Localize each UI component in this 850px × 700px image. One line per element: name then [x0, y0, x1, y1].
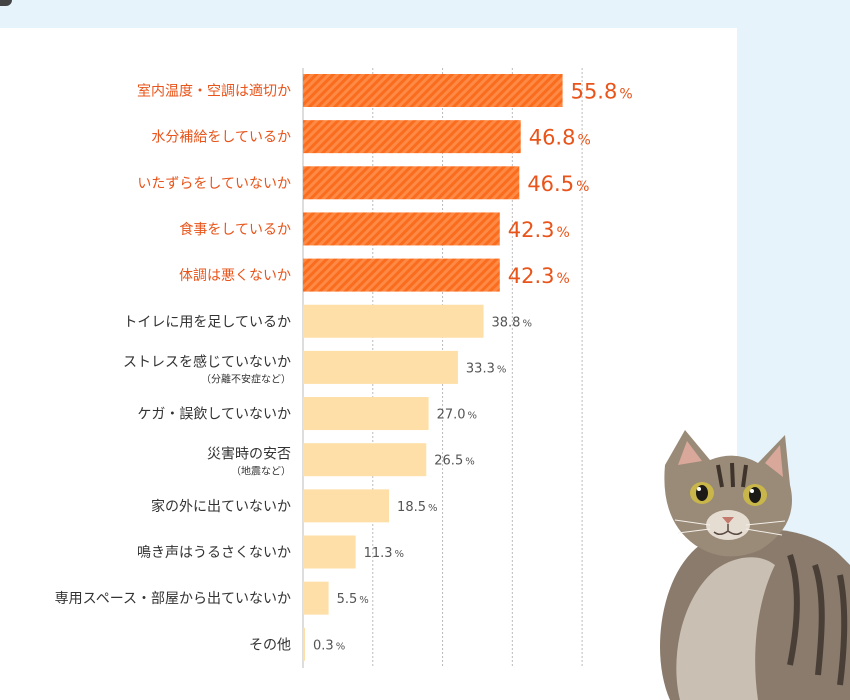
- bar: [303, 397, 429, 431]
- bar: [303, 535, 356, 569]
- chart-card: 室内温度・空調は適切か水分補給をしているかいたずらをしていないか食事をしているか…: [0, 28, 737, 700]
- category-label: いたずらをしていないか: [137, 176, 291, 192]
- value-label: 18.5%: [397, 500, 437, 515]
- value-label: 46.8%: [529, 126, 591, 150]
- category-label: 食事をしているか: [179, 221, 291, 238]
- value-label: 38.8%: [491, 315, 531, 330]
- category-label: ストレスを感じていないか: [123, 353, 291, 370]
- category-label: 水分補給をしているか: [151, 130, 291, 146]
- value-label: 42.3%: [508, 264, 570, 288]
- category-label: 家の外に出ていないか: [151, 498, 291, 515]
- value-label: 55.8%: [571, 80, 633, 104]
- value-label: 26.5%: [434, 454, 474, 469]
- value-label: 27.0%: [437, 408, 477, 423]
- category-label: 体調は悪くないか: [179, 268, 291, 284]
- bar: [303, 627, 305, 661]
- corner-decoration: [0, 0, 12, 6]
- category-label: トイレに用を足しているか: [123, 314, 291, 330]
- category-labels: 室内温度・空調は適切か水分補給をしているかいたずらをしていないか食事をしているか…: [55, 83, 291, 654]
- category-label: 専用スペース・部屋から出ていないか: [55, 591, 291, 607]
- category-label: その他: [249, 637, 291, 653]
- value-label: 5.5%: [337, 592, 369, 607]
- value-label: 42.3%: [508, 218, 570, 242]
- bar: [303, 581, 329, 615]
- category-sublabel: （分離不安症など）: [201, 372, 291, 385]
- bar: [303, 74, 563, 107]
- bars: [303, 74, 563, 661]
- bar: [303, 489, 390, 523]
- bar: [303, 350, 458, 384]
- category-label: 災害時の安否: [207, 447, 291, 463]
- cat-illustration: [660, 430, 850, 700]
- value-label: 0.3%: [313, 638, 345, 653]
- bar: [303, 258, 500, 292]
- value-label: 11.3%: [364, 546, 404, 561]
- value-labels: 55.8 % 46.8 % 46.5 % 42.3 % 42.3 % 38.8 % 33.3 % 27.0%…: [313, 80, 633, 654]
- value-label: 33.3%: [466, 361, 506, 376]
- bar: [303, 443, 427, 477]
- bar: [303, 304, 484, 338]
- bar: [303, 212, 500, 246]
- category-label: ケガ・誤飲していないか: [137, 407, 291, 423]
- category-label: 室内温度・空調は適切か: [137, 83, 291, 100]
- bar-chart: 室内温度・空調は適切か水分補給をしているかいたずらをしていないか食事をしているか…: [55, 68, 633, 668]
- bar: [303, 166, 520, 200]
- value-label: 46.5%: [527, 172, 589, 196]
- category-sublabel: （地震など）: [231, 465, 291, 478]
- category-label: 鳴き声はうるさくないか: [137, 545, 291, 561]
- bar: [303, 120, 521, 154]
